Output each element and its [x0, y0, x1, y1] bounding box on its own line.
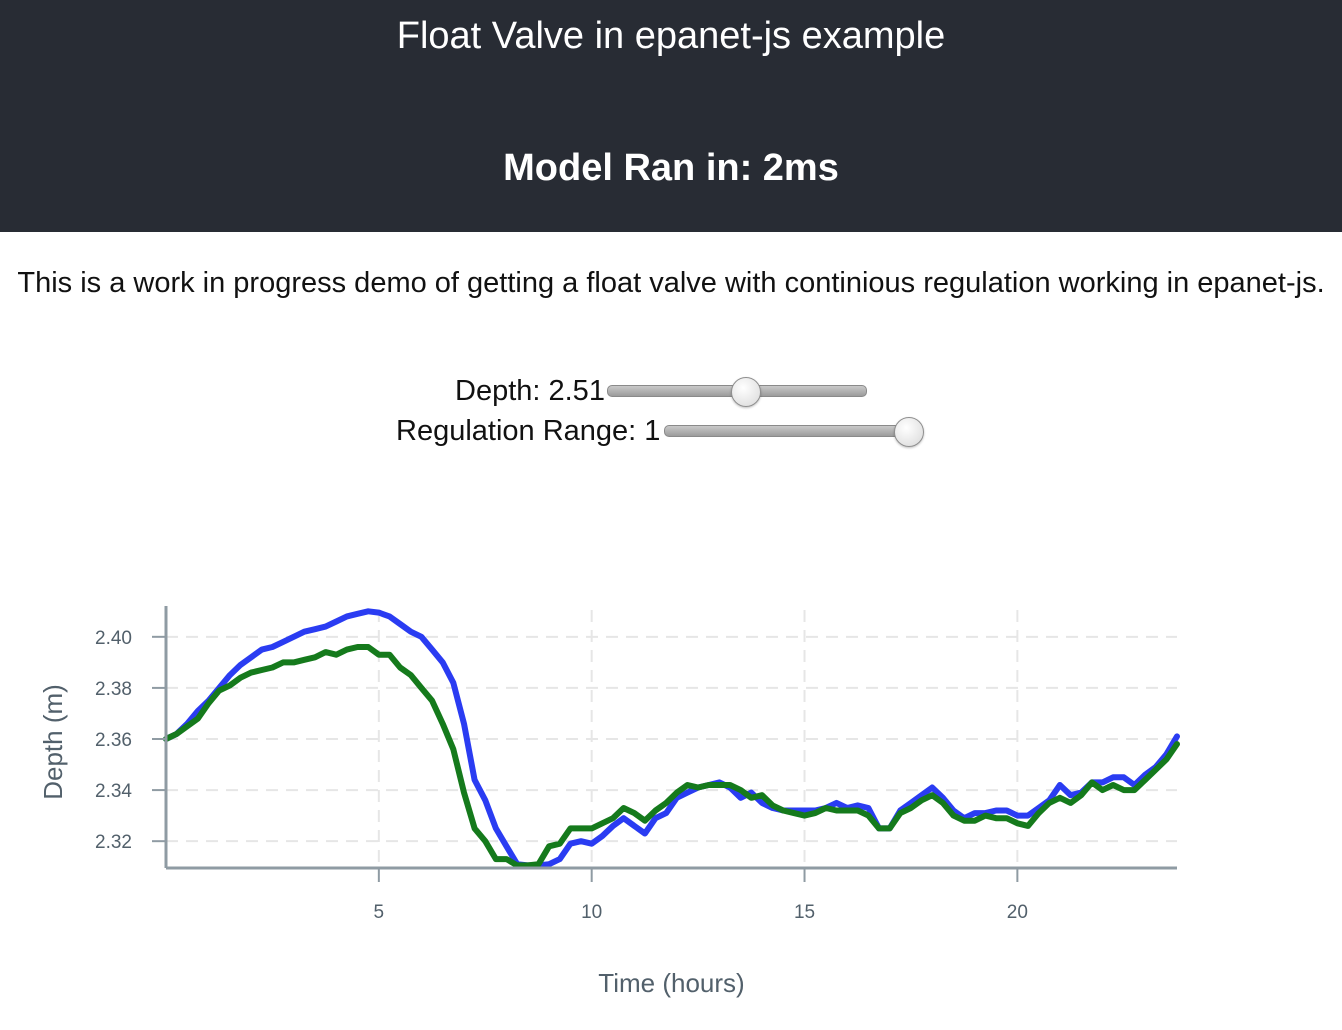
y-tick-label: 2.36	[95, 730, 132, 751]
chart-series	[163, 608, 1180, 869]
intro-text: This is a work in progress demo of getti…	[17, 267, 1325, 299]
regulation-range-control: Regulation Range: 1	[396, 411, 925, 451]
x-tick-label: 15	[794, 902, 815, 923]
y-tick-label: 2.38	[95, 679, 132, 700]
regulation-range-slider-thumb[interactable]	[894, 417, 925, 447]
depth-control: Depth: 2.51	[455, 371, 867, 411]
y-axis-label: Depth (m)	[38, 684, 68, 800]
regulation-range-slider[interactable]	[664, 417, 925, 447]
depth-chart: 2.32 2.34 2.36 2.38 2.40 5 10 15 20 Time (hours)…	[38, 606, 1180, 998]
y-tick-label: 2.32	[95, 832, 132, 853]
x-tick-label: 5	[374, 902, 385, 923]
x-axis-label: Time (hours)	[598, 968, 744, 998]
depth-slider-thumb[interactable]	[730, 377, 761, 407]
chart-axes	[164, 606, 1177, 870]
y-tick-label: 2.34	[95, 781, 132, 802]
chart-grid	[166, 610, 1177, 868]
series-line-1	[163, 608, 1180, 869]
model-run-time: Model Ran in: 2ms	[503, 147, 839, 189]
x-tick-label: 10	[581, 902, 602, 923]
x-tick-label: 20	[1007, 902, 1028, 923]
page-title: Float Valve in epanet-js example	[396, 15, 946, 57]
app-header: Float Valve in epanet-js example Model R…	[0, 0, 1342, 232]
regulation-range-label: Regulation Range: 1	[396, 414, 661, 447]
y-tick-label: 2.40	[95, 628, 132, 649]
depth-label: Depth: 2.51	[455, 374, 605, 407]
chart-ticks: 2.32 2.34 2.36 2.38 2.40 5 10 15 20	[95, 628, 1028, 923]
depth-slider[interactable]	[606, 377, 867, 407]
series-line-2	[163, 644, 1180, 869]
